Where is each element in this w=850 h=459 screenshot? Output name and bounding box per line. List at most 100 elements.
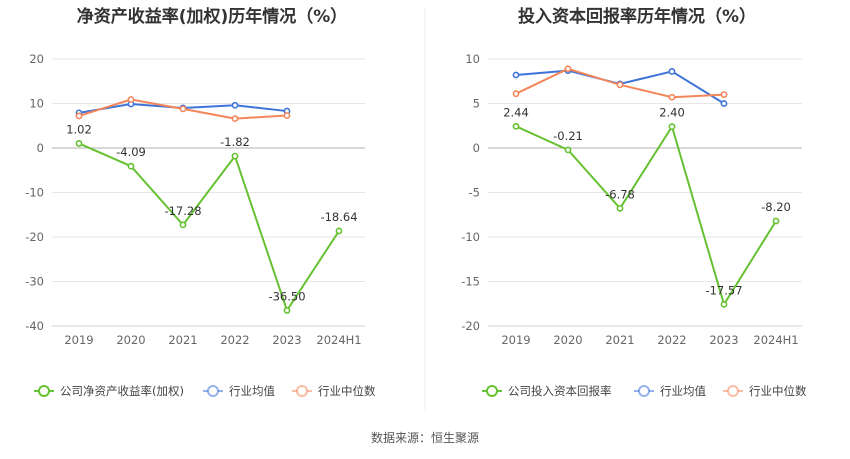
x-tick-label: 2024H1 — [316, 333, 361, 347]
data-point[interactable] — [283, 307, 291, 314]
data-point[interactable] — [179, 105, 187, 113]
company-series: 1.02 -4.09 -17.28 -1.82 -36.50 -18.64 — [66, 122, 358, 314]
legend-circle-line-icon — [486, 385, 498, 397]
data-source-note: 数据来源：恒生聚源 — [371, 430, 479, 445]
legend-item-industry-median[interactable]: 行业中位数 — [292, 384, 376, 398]
data-point[interactable] — [564, 65, 572, 73]
data-label: 2.44 — [503, 105, 529, 119]
data-point[interactable] — [335, 227, 343, 235]
grid-lines — [488, 58, 802, 327]
series-line — [515, 125, 777, 306]
legend-label: 公司投入资本回报率 — [508, 384, 612, 398]
data-label: -36.50 — [268, 289, 305, 303]
y-tick-label: 0 — [473, 141, 480, 155]
data-point[interactable] — [616, 204, 624, 212]
x-tick-label: 2022 — [220, 333, 249, 347]
x-tick-label: 2024H1 — [753, 333, 798, 347]
data-point[interactable] — [127, 96, 135, 103]
data-point[interactable] — [668, 123, 676, 131]
legend-item-company[interactable]: 公司净资产收益率(加权) — [34, 384, 184, 398]
data-point[interactable] — [231, 115, 239, 123]
y-tick-label: -20 — [25, 230, 44, 244]
data-label: -4.09 — [116, 145, 146, 159]
x-tick-label: 2023 — [272, 333, 301, 347]
legend-label: 公司净资产收益率(加权) — [60, 384, 184, 398]
data-label: -17.57 — [705, 283, 742, 297]
legend-circle-line-icon — [207, 385, 219, 397]
data-label: -0.21 — [553, 129, 583, 143]
legend-label: 行业均值 — [660, 384, 706, 398]
y-tick-label: 10 — [465, 52, 480, 66]
data-point[interactable] — [75, 140, 83, 147]
y-tick-label: 10 — [29, 97, 44, 111]
data-point[interactable] — [668, 93, 676, 101]
legend-item-company[interactable]: 公司投入资本回报率 — [482, 384, 612, 398]
data-point[interactable] — [720, 100, 728, 107]
legend-item-industry-avg[interactable]: 行业均值 — [203, 384, 275, 398]
legend-label: 行业中位数 — [749, 384, 807, 398]
data-label: -8.20 — [761, 200, 791, 214]
data-point[interactable] — [720, 91, 728, 98]
legend-circle-line-icon — [638, 385, 650, 397]
data-point[interactable] — [127, 162, 135, 170]
series-lines: 1.02 -4.09 -17.28 -1.82 -36.50 -18.64 — [66, 96, 358, 314]
x-tick-label: 2022 — [657, 333, 686, 347]
data-point[interactable] — [564, 146, 572, 154]
legend[interactable]: 公司净资产收益率(加权) 行业均值 行业中位数 — [34, 384, 376, 398]
x-tick-label: 2020 — [116, 333, 145, 347]
data-point[interactable] — [75, 112, 83, 120]
chart-title: 净资产收益率(加权)历年情况（%） — [77, 6, 348, 27]
chart-title: 投入资本回报率历年情况（%） — [518, 6, 756, 27]
y-tick-label: -40 — [25, 319, 44, 333]
data-label: -6.78 — [605, 187, 635, 201]
data-point[interactable] — [231, 101, 239, 109]
y-tick-label: -10 — [25, 186, 44, 200]
x-tick-label: 2021 — [605, 333, 634, 347]
data-label: -17.28 — [164, 204, 201, 218]
x-tick-label: 2023 — [709, 333, 738, 347]
series-lines: 2.44 -0.21 -6.78 2.40 -17.57 -8.20 — [503, 65, 791, 308]
data-point[interactable] — [512, 90, 520, 98]
data-point[interactable] — [772, 217, 780, 225]
legend-label: 行业均值 — [229, 384, 275, 398]
data-point[interactable] — [616, 81, 624, 89]
series-line — [78, 142, 340, 312]
data-label: 1.02 — [66, 122, 92, 136]
industry-median-series — [75, 96, 291, 123]
data-label: -18.64 — [320, 210, 357, 224]
y-tick-label: 20 — [29, 52, 44, 66]
x-tick-label: 2020 — [553, 333, 582, 347]
data-point[interactable] — [512, 71, 520, 79]
company-series: 2.44 -0.21 -6.78 2.40 -17.57 -8.20 — [503, 105, 791, 308]
y-tick-label: -15 — [461, 275, 480, 289]
y-tick-label: 5 — [473, 97, 480, 111]
data-point[interactable] — [720, 300, 728, 308]
y-axis-ticks: 20 10 0 -10 -20 -30 -40 — [25, 52, 44, 333]
data-point[interactable] — [179, 221, 187, 229]
data-point[interactable] — [668, 68, 676, 75]
data-point[interactable] — [283, 112, 291, 119]
legend-circle-line-icon — [38, 385, 50, 397]
x-tick-label: 2019 — [501, 333, 530, 347]
legend-circle-line-icon — [727, 385, 739, 397]
data-point[interactable] — [231, 152, 239, 160]
x-axis-ticks: 2019 2020 2021 2022 2023 2024H1 — [64, 333, 361, 347]
data-label: 2.40 — [659, 106, 685, 120]
legend-item-industry-median[interactable]: 行业中位数 — [723, 384, 807, 398]
legend-item-industry-avg[interactable]: 行业均值 — [634, 384, 706, 398]
y-tick-label: -30 — [25, 275, 44, 289]
y-axis-ticks: 10 5 0 -5 -10 -15 -20 — [461, 52, 480, 333]
y-tick-label: -5 — [469, 186, 480, 200]
x-tick-label: 2021 — [168, 333, 197, 347]
data-point[interactable] — [512, 122, 520, 130]
x-tick-label: 2019 — [64, 333, 93, 347]
legend-label: 行业中位数 — [318, 384, 376, 398]
x-axis-ticks: 2019 2020 2021 2022 2023 2024H1 — [501, 333, 798, 347]
legend[interactable]: 公司投入资本回报率 行业均值 行业中位数 — [482, 384, 807, 398]
industry-median-series — [512, 65, 728, 101]
y-tick-label: -10 — [461, 230, 480, 244]
data-label: -1.82 — [220, 135, 250, 149]
legend-circle-line-icon — [296, 385, 308, 397]
